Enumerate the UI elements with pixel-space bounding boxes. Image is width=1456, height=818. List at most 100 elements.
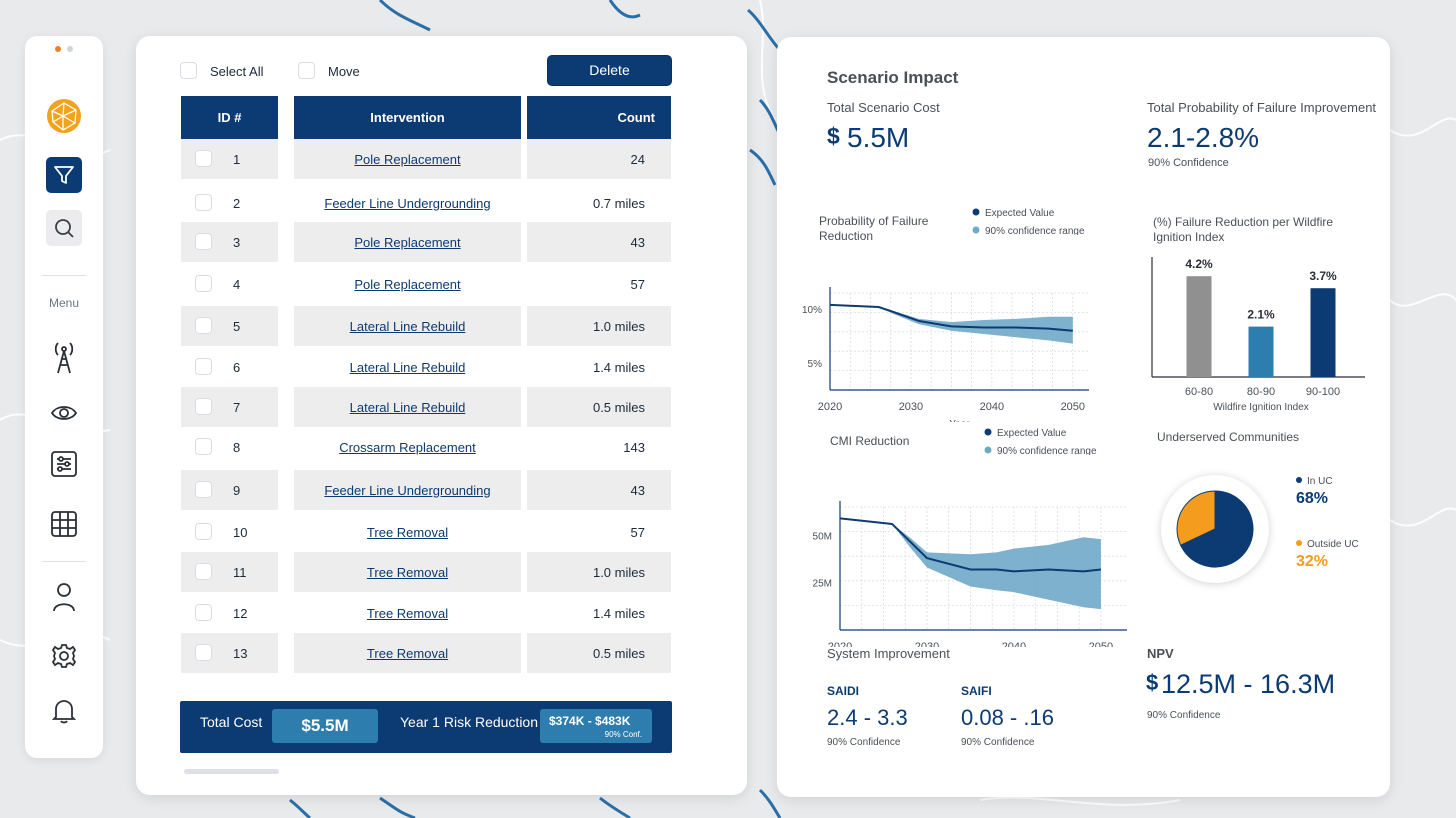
category-label: 60-80 (1185, 386, 1213, 398)
row-checkbox[interactable] (195, 481, 212, 498)
legend-swatch-range (984, 446, 992, 454)
intervention-link[interactable]: Lateral Line Rebuild (349, 359, 466, 375)
intervention-link[interactable]: Tree Removal (294, 633, 521, 673)
row-count: 0.5 miles (527, 387, 671, 427)
column-header-count[interactable]: Count (527, 96, 671, 139)
x-tick-label: 2030 (899, 401, 923, 413)
row-checkbox[interactable] (195, 317, 212, 334)
row-checkbox[interactable] (195, 233, 212, 250)
column-header-intervention[interactable]: Intervention (294, 96, 521, 139)
select-all-label: Select All (210, 64, 264, 79)
intervention-link[interactable]: Pole Replacement (354, 276, 461, 292)
row-id: 12 (233, 605, 248, 621)
legend-label: In UC (1307, 476, 1333, 487)
pie-chart-title: Underserved Communities (1157, 430, 1300, 444)
filter-button[interactable] (25, 156, 103, 194)
row-checkbox[interactable] (195, 358, 212, 375)
row-checkbox[interactable] (195, 604, 212, 621)
select-all-checkbox[interactable] (180, 62, 197, 79)
move-checkbox[interactable] (298, 62, 315, 79)
row-checkbox[interactable] (195, 438, 212, 455)
eye-icon[interactable] (25, 398, 103, 428)
row-checkbox[interactable] (195, 275, 212, 292)
search-icon (46, 210, 82, 246)
delete-button[interactable]: Delete (547, 55, 672, 86)
row-count: 43 (527, 470, 671, 510)
intervention-link[interactable]: Tree Removal (366, 524, 449, 540)
expected-value-line (829, 303, 1073, 332)
npv-label: NPV (1147, 646, 1174, 661)
x-tick-label: 2020 (828, 641, 852, 647)
intervention-link[interactable]: Feeder Line Undergrounding (324, 195, 491, 211)
legend-swatch-expected (972, 208, 980, 216)
y-tick-label: 10% (802, 305, 822, 316)
row-id: 10 (233, 524, 248, 540)
pof-chart-legend: Expected Value 90% confidence range (972, 208, 1085, 235)
y-tick-label: 50M (813, 531, 832, 542)
row-count: 143 (623, 439, 645, 455)
row-checkbox[interactable] (195, 398, 212, 415)
intervention-link[interactable]: Pole Replacement (294, 139, 521, 179)
saidi-label: SAIDI (827, 684, 860, 698)
category-label: 90-100 (1306, 386, 1340, 398)
bar-value-label: 3.7% (1309, 269, 1337, 283)
intervention-link[interactable]: Crossarm Replacement (339, 439, 476, 455)
bar (1186, 276, 1212, 377)
pie-slice (1179, 490, 1254, 568)
legend-expected-label: Expected Value (985, 208, 1055, 219)
saifi-value: 0.08 - .16 (961, 705, 1054, 730)
row-checkbox[interactable] (195, 150, 212, 167)
legend-swatch (1296, 477, 1302, 483)
logo-icon[interactable] (25, 96, 103, 136)
row-count: 1.0 miles (527, 306, 671, 346)
pof-chart-title: Probability of Failure Reduction (819, 214, 929, 243)
currency-symbol: $ (827, 123, 840, 149)
intervention-link[interactable]: Lateral Line Rebuild (294, 387, 521, 427)
column-header-id[interactable]: ID # (181, 96, 278, 139)
row-count: 0.5 miles (527, 633, 671, 673)
gear-icon[interactable] (25, 641, 103, 671)
risk-reduction-value: $374K - $483K (549, 714, 631, 728)
row-count: 24 (527, 139, 671, 179)
row-checkbox[interactable] (195, 523, 212, 540)
horizontal-scrollbar[interactable] (184, 769, 279, 774)
x-tick-label: 2050 (1089, 641, 1113, 647)
confidence-band (892, 524, 1101, 610)
grid-icon[interactable] (25, 509, 103, 539)
window-dot-gray[interactable] (67, 46, 73, 52)
intervention-link[interactable]: Lateral Line Rebuild (294, 306, 521, 346)
row-checkbox[interactable] (195, 194, 212, 211)
cmi-reduction-chart: 202020302040205050M25MYear (813, 501, 1127, 647)
window-dot-orange[interactable] (55, 46, 61, 52)
legend-percent: 68% (1296, 490, 1328, 507)
legend-expected-label: Expected Value (997, 428, 1067, 439)
move-label: Move (328, 64, 360, 79)
intervention-link[interactable]: Tree Removal (366, 605, 449, 621)
confidence-band (878, 307, 1073, 344)
pof-improvement-value: 2.1-2.8% (1147, 122, 1260, 153)
tower-icon[interactable] (25, 338, 103, 376)
intervention-link[interactable]: Feeder Line Undergrounding (294, 470, 521, 510)
row-checkbox[interactable] (195, 563, 212, 580)
legend-swatch-range (972, 226, 980, 234)
legend-label: Outside UC (1307, 539, 1359, 550)
saidi-confidence: 90% Confidence (827, 737, 901, 748)
x-axis-label: Wildfire Ignition Index (1213, 402, 1309, 413)
intervention-link[interactable]: Pole Replacement (294, 222, 521, 262)
row-count: 1.4 miles (592, 605, 645, 621)
scenario-impact-panel: Scenario Impact Total Scenario Cost $ 5.… (777, 37, 1390, 797)
failure-reduction-bar-chart: 4.2% 60-80 2.1% 80-90 3.7% 90-100 Wildfire Ign… (1151, 257, 1365, 413)
search-button[interactable] (25, 209, 103, 247)
row-checkbox[interactable] (195, 644, 212, 661)
intervention-link[interactable]: Tree Removal (294, 552, 521, 592)
sidebar-divider (42, 561, 86, 562)
sliders-icon[interactable] (25, 449, 103, 479)
bar-value-label: 2.1% (1247, 308, 1275, 322)
total-cost-value: 5.5M (847, 122, 910, 153)
row-id: 8 (233, 439, 241, 455)
user-icon[interactable] (25, 581, 103, 613)
row-id: 6 (233, 359, 241, 375)
panel-title: Scenario Impact (827, 68, 959, 87)
bell-icon[interactable] (25, 696, 103, 726)
window-controls (55, 46, 73, 52)
